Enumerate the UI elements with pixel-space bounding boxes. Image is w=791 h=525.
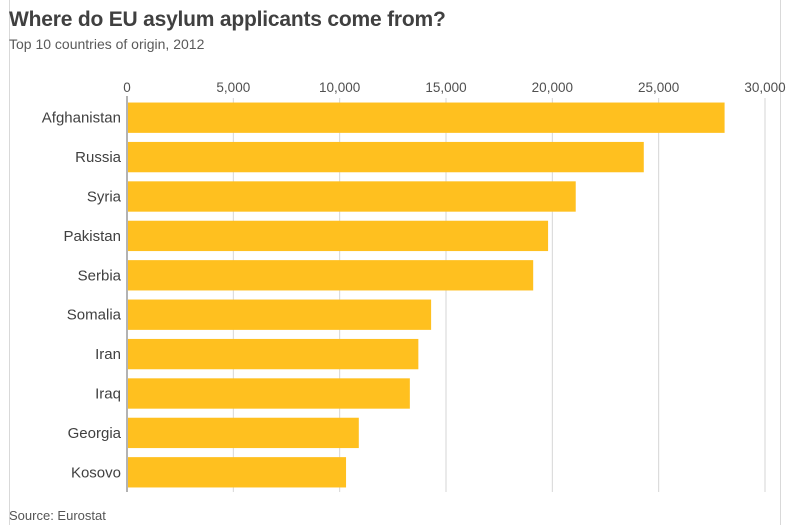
bar-pakistan xyxy=(128,220,549,252)
category-label: Iraq xyxy=(95,386,121,403)
x-tick-label: 20,000 xyxy=(532,80,573,95)
x-tick-label: 0 xyxy=(123,80,131,95)
chart-frame xyxy=(9,0,781,525)
bar-syria xyxy=(128,181,576,212)
chart-title: Where do EU asylum applicants come from? xyxy=(9,8,446,31)
x-tick-label: 30,000 xyxy=(744,80,785,95)
chart-subtitle: Top 10 countries of origin, 2012 xyxy=(9,36,205,52)
bar-somalia xyxy=(128,299,432,330)
x-tick-label: 15,000 xyxy=(425,80,466,95)
bar-kosovo xyxy=(128,457,347,488)
category-label: Iran xyxy=(95,346,121,363)
category-label: Afghanistan xyxy=(42,110,121,127)
category-label: Somalia xyxy=(67,307,122,324)
bar-serbia xyxy=(128,260,534,291)
category-label: Russia xyxy=(75,149,122,166)
x-tick-label: 25,000 xyxy=(638,80,679,95)
bar-georgia xyxy=(128,417,359,449)
category-label: Serbia xyxy=(78,267,122,284)
bar-russia xyxy=(128,141,644,173)
bar-afghanistan xyxy=(128,102,725,133)
category-label: Georgia xyxy=(68,425,122,442)
x-tick-label: 5,000 xyxy=(216,80,250,95)
chart-source: Source: Eurostat xyxy=(9,508,106,523)
bar-iran xyxy=(128,338,419,370)
x-tick-label: 10,000 xyxy=(319,80,360,95)
category-label: Pakistan xyxy=(63,228,121,245)
bar-iraq xyxy=(128,378,410,409)
category-label: Kosovo xyxy=(71,464,121,481)
category-label: Syria xyxy=(87,189,122,206)
